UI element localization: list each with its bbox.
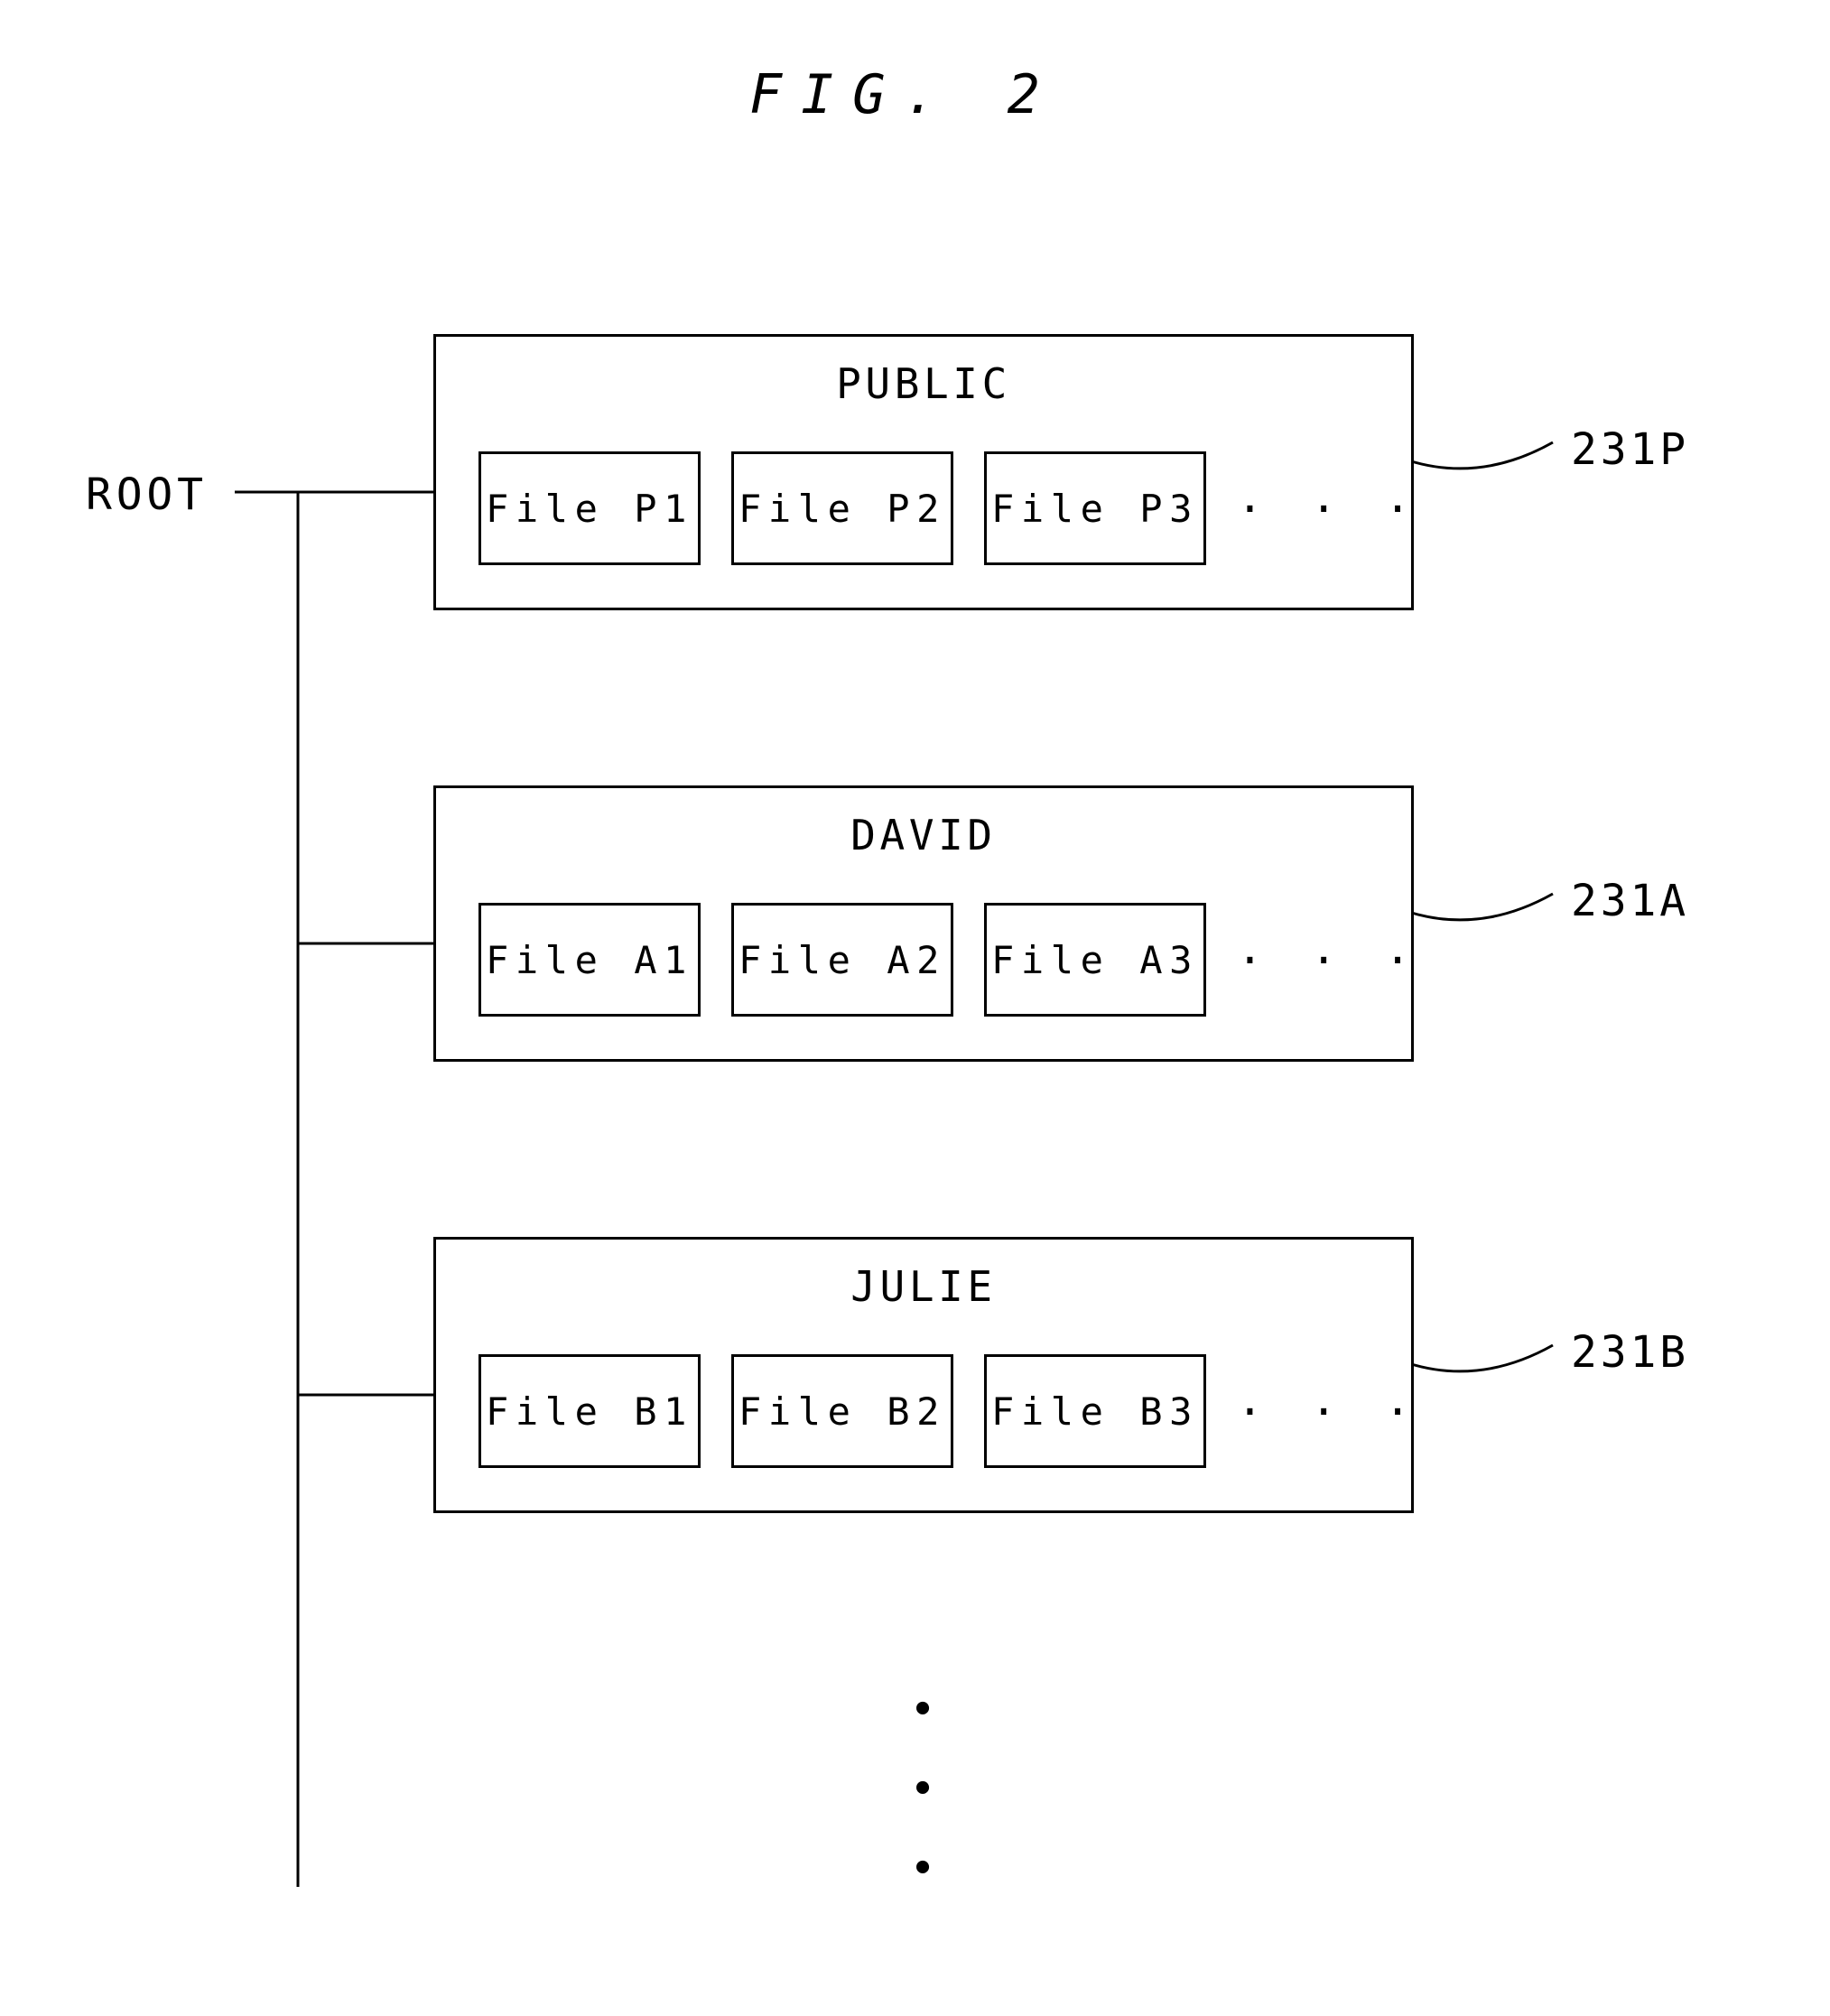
folder-title: DAVID <box>436 811 1411 859</box>
diagram-canvas: FIG. 2 ROOT PUBLIC File P1 File P2 File P3 ·… <box>0 0 1830 2016</box>
figure-title: FIG. 2 <box>749 63 1059 126</box>
ellipsis-icon: · · · <box>1237 1387 1422 1437</box>
file-box: File A1 <box>478 903 701 1017</box>
continuation-dots-icon: ••• <box>912 1670 934 1909</box>
file-box: File P3 <box>984 451 1206 565</box>
file-box: File B2 <box>731 1354 953 1468</box>
reference-label: 231A <box>1571 876 1689 926</box>
reference-label: 231P <box>1571 424 1689 475</box>
file-box: File A2 <box>731 903 953 1017</box>
reference-label: 231B <box>1571 1327 1689 1378</box>
root-label: ROOT <box>86 469 208 520</box>
file-box: File P1 <box>478 451 701 565</box>
ellipsis-icon: · · · <box>1237 935 1422 986</box>
file-box: File B3 <box>984 1354 1206 1468</box>
folder-title: PUBLIC <box>436 359 1411 408</box>
ellipsis-icon: · · · <box>1237 484 1422 534</box>
folder-title: JULIE <box>436 1262 1411 1311</box>
file-box: File P2 <box>731 451 953 565</box>
file-box: File A3 <box>984 903 1206 1017</box>
file-box: File B1 <box>478 1354 701 1468</box>
